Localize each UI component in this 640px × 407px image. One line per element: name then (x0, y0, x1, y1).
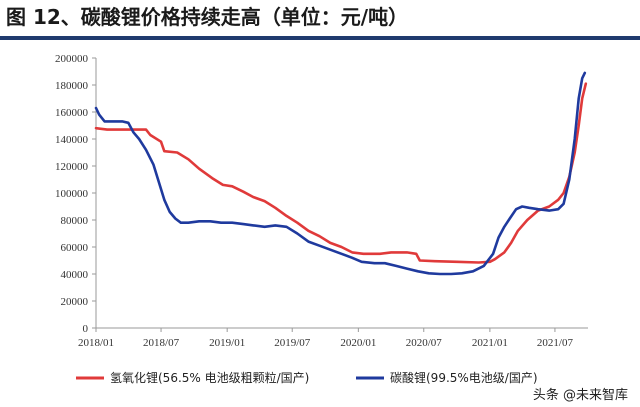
x-tick-label-7: 2021/07 (537, 337, 574, 349)
chart-title: 图 12、碳酸锂价格持续走高（单位：元/吨） (6, 5, 409, 29)
y-tick-label-9: 180000 (55, 80, 89, 92)
legend-label-1: 碳酸锂(99.5%电池级/国产) (390, 370, 538, 385)
x-tick-label-6: 2021/01 (472, 337, 508, 349)
y-tick-label-4: 80000 (61, 215, 89, 227)
y-tick-label-7: 140000 (55, 134, 89, 146)
legend-label-0: 氢氧化锂(56.5% 电池级粗颗粒/国产) (110, 370, 309, 385)
y-tick-label-2: 40000 (61, 269, 89, 281)
y-tick-label-10: 200000 (55, 53, 89, 65)
x-tick-label-4: 2020/01 (340, 337, 376, 349)
line-chart: 0 20000 40000 60000 80000 100000 120000 140000 1… (55, 53, 588, 385)
series-line-1 (94, 71, 587, 276)
series-line-0 (94, 82, 588, 264)
y-tick-label-5: 100000 (55, 188, 89, 200)
y-tick-label-8: 160000 (55, 107, 89, 119)
watermark: 头条 @未来智库 (530, 384, 630, 403)
x-tick-label-0: 2018/01 (78, 337, 114, 349)
x-tick-label-3: 2019/07 (274, 337, 311, 349)
x-tick-label-5: 2020/07 (406, 337, 443, 349)
y-tick-label-6: 120000 (55, 161, 89, 173)
y-tick-label-1: 20000 (61, 296, 89, 308)
y-tick-label-3: 60000 (61, 242, 89, 254)
watermark-text: 头条 @未来智库 (532, 388, 628, 403)
x-tick-label-1: 2018/07 (143, 337, 180, 349)
title-rule (0, 36, 640, 40)
x-tick-label-2: 2019/01 (209, 337, 245, 349)
y-tick-label-0: 0 (83, 323, 89, 335)
